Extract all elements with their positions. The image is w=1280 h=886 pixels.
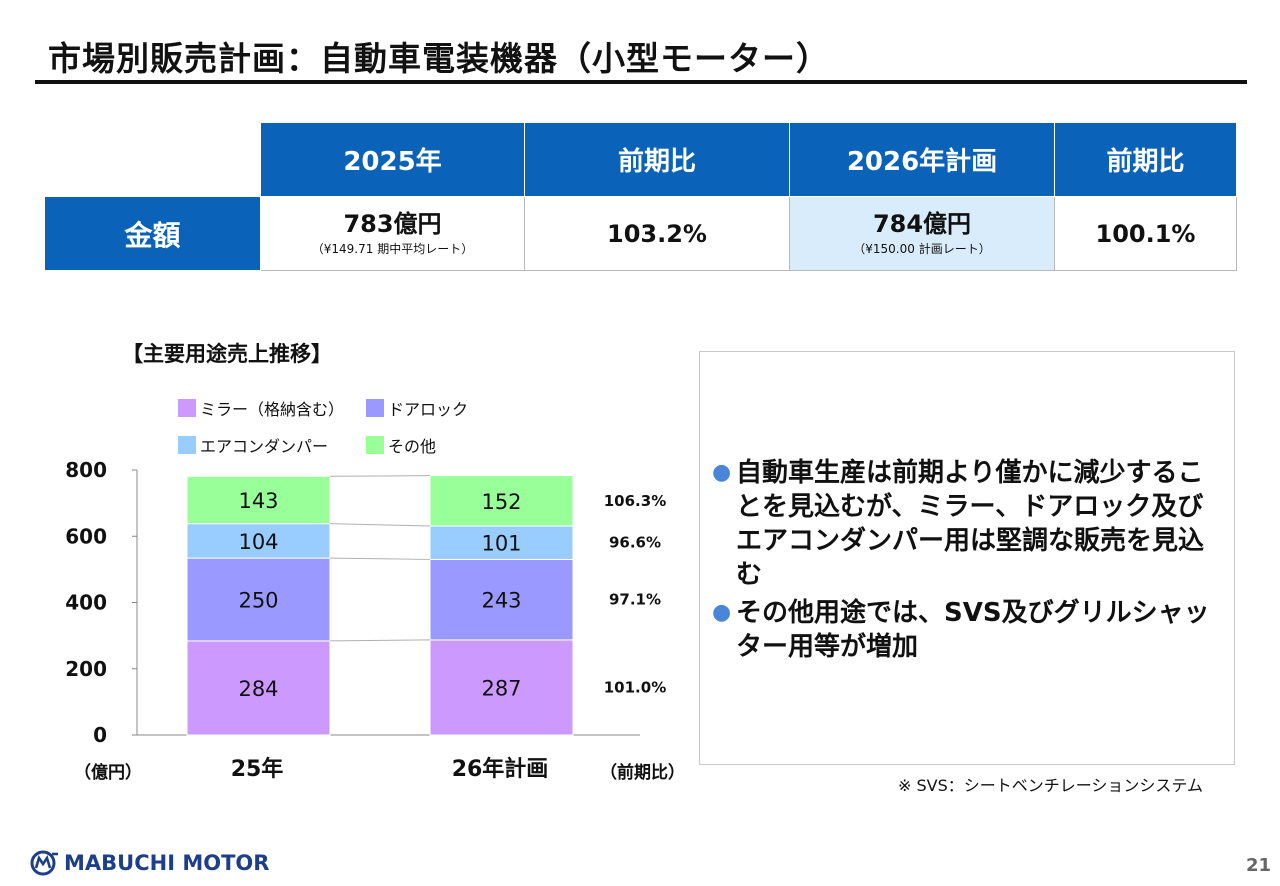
cell-yoy-2: 100.1%: [1054, 196, 1237, 271]
bar-data-label: 152: [481, 490, 521, 514]
yoy-2026: 100.1%: [1095, 219, 1196, 248]
footnote: ※ SVS：シートベンチレーションシステム: [898, 776, 1203, 795]
note-text-1: 自動車生産は前期より僅かに減少することを見込むが、ミラー、ドアロック及びエアコン…: [736, 458, 1205, 590]
header-2026-plan: 2026年計画: [789, 122, 1055, 197]
cell-2026-amount: 784億円 （¥150.00 計画レート）: [789, 196, 1055, 271]
y-tick-label: 200: [65, 657, 107, 681]
cell-yoy-1: 103.2%: [524, 196, 790, 271]
legend-item-mirror: ミラー（格納含む）: [178, 396, 344, 420]
yoy-label: 96.6%: [609, 534, 661, 552]
x-category-label: 26年計画: [452, 756, 549, 782]
amount-2025: 783億円: [343, 210, 442, 238]
x-category-label: 25年: [231, 756, 284, 782]
bar-segment: [186, 523, 331, 559]
page-number: 21: [1246, 855, 1272, 876]
bar-segment: [186, 557, 331, 642]
logo-text: MABUCHI MOTOR: [64, 851, 270, 875]
legend-label-damper: エアコンダンパー: [200, 437, 329, 456]
rate-2026: （¥150.00 計画レート）: [853, 242, 991, 256]
stacked-bar-chart: 0 200 400 600 800 284 250 104 143 25年 287 243 101 152…: [65, 458, 666, 782]
legend-item-damper: エアコンダンパー: [178, 433, 328, 457]
bar-segment: [186, 475, 331, 525]
company-logo: MABUCHI MOTOR: [30, 850, 269, 876]
commentary-box: [699, 351, 1235, 765]
bullet-icon: ●: [712, 460, 732, 485]
y-tick-label: 0: [93, 723, 107, 747]
series-connector-line: [329, 523, 431, 527]
yoy-label: 101.0%: [604, 678, 666, 696]
series-connector-line: [329, 475, 431, 477]
yoy-column-label: （前期比）: [600, 763, 685, 783]
row-label-amount: 金額: [44, 196, 261, 271]
amount-2026: 784億円: [872, 210, 972, 238]
note-item-2: ● その他用途では、SVS及びグリルシャッター用等が増加: [712, 596, 1227, 664]
bar-data-label: 284: [238, 677, 278, 701]
rate-2025: （¥149.71 期中平均レート）: [311, 242, 474, 256]
bar-data-label: 287: [481, 676, 521, 700]
sales-summary-table: 2025年 前期比 2026年計画 前期比 金額 783億円 （¥149.71 …: [44, 122, 1237, 271]
bar-segment: [429, 475, 574, 527]
legend-label-mirror: ミラー（格納含む）: [200, 400, 345, 419]
series-connector-line: [329, 557, 431, 560]
bar-segment: [186, 640, 331, 736]
legend-item-other: その他: [366, 433, 436, 457]
bar-data-label: 243: [481, 589, 521, 613]
y-tick-label: 400: [65, 591, 107, 615]
legend-label-other: その他: [388, 437, 437, 456]
bar-segment: [429, 525, 574, 560]
y-tick-label: 800: [65, 458, 107, 482]
legend-item-doorlock: ドアロック: [366, 396, 468, 420]
bullet-icon: ●: [712, 600, 732, 625]
yoy-2025: 103.2%: [607, 219, 707, 248]
legend-label-doorlock: ドアロック: [388, 400, 469, 419]
legend-swatch-mirror: [178, 399, 196, 417]
cell-2025-amount: 783億円 （¥149.71 期中平均レート）: [260, 196, 525, 271]
note-text-2: その他用途では、SVS及びグリルシャッター用等が増加: [736, 598, 1210, 662]
chart-heading: 【主要用途売上推移】: [122, 342, 332, 366]
header-yoy-2: 前期比: [1054, 122, 1237, 197]
bar-data-label: 104: [238, 530, 278, 554]
bar-data-label: 101: [481, 532, 521, 556]
mabuchi-logo-icon: [30, 850, 58, 876]
yoy-label: 97.1%: [609, 591, 661, 609]
page-title: 市場別販売計画：自動車電装機器（小型モーター）: [48, 39, 830, 78]
title-underline: [35, 80, 1247, 84]
bar-segment: [429, 639, 574, 736]
yoy-label: 106.3%: [604, 492, 666, 510]
y-tick-label: 600: [65, 524, 107, 548]
series-connector-line: [329, 639, 431, 642]
y-unit-label: （億円）: [74, 763, 142, 783]
note-item-1: ● 自動車生産は前期より僅かに減少することを見込むが、ミラー、ドアロック及びエア…: [712, 456, 1227, 592]
bar-data-label: 143: [238, 489, 278, 513]
legend-swatch-other: [366, 436, 384, 454]
bar-data-label: 250: [238, 589, 278, 613]
legend-swatch-damper: [178, 436, 196, 454]
header-2025: 2025年: [260, 122, 525, 197]
legend-swatch-doorlock: [366, 399, 384, 417]
